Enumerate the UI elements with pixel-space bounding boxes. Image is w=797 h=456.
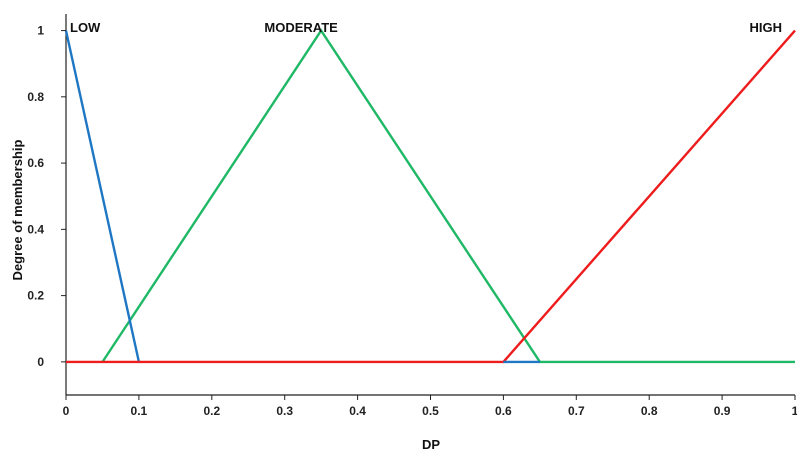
x-tick-label: 1: [792, 404, 797, 418]
series-line-moderate: [101, 28, 795, 364]
plot-area: [65, 14, 795, 396]
x-axis-label: DP: [422, 437, 440, 452]
x-tick-label: 0.1: [131, 404, 148, 418]
x-tick-label: 0.2: [203, 404, 220, 418]
x-tick-label: 0.9: [714, 404, 731, 418]
mf-label-moderate: MODERATE: [264, 20, 338, 35]
x-tick-label: 0: [63, 404, 70, 418]
series-line-low: [64, 30, 141, 363]
mf-label-high: HIGH: [750, 20, 783, 35]
y-tick-label: 0.8: [27, 90, 44, 104]
x-tick-label: 0.3: [276, 404, 293, 418]
y-tick-label: 0: [37, 355, 44, 369]
y-tick-label: 0.2: [27, 289, 44, 303]
y-tick-label: 1: [37, 24, 44, 38]
x-tick-label: 0.8: [641, 404, 658, 418]
y-axis-label: Degree of membership: [10, 140, 25, 281]
label-layer: LOW MODERATE HIGH: [70, 20, 782, 35]
tick-layer: 0 0.1 0.2 0.3 0.4 0.5 0.6 0.7 0.8 0.9 1 0 0.2 0.4 0.6 0…: [27, 24, 797, 418]
x-tick-label: 0.5: [422, 404, 439, 418]
mf-label-low: LOW: [70, 20, 101, 35]
y-tick-label: 0.4: [27, 222, 44, 236]
series-layer: [64, 28, 796, 364]
x-tick-label: 0.6: [495, 404, 512, 418]
x-tick-label: 0.4: [349, 404, 366, 418]
y-tick-label: 0.6: [27, 156, 44, 170]
x-tick-label: 0.7: [568, 404, 585, 418]
